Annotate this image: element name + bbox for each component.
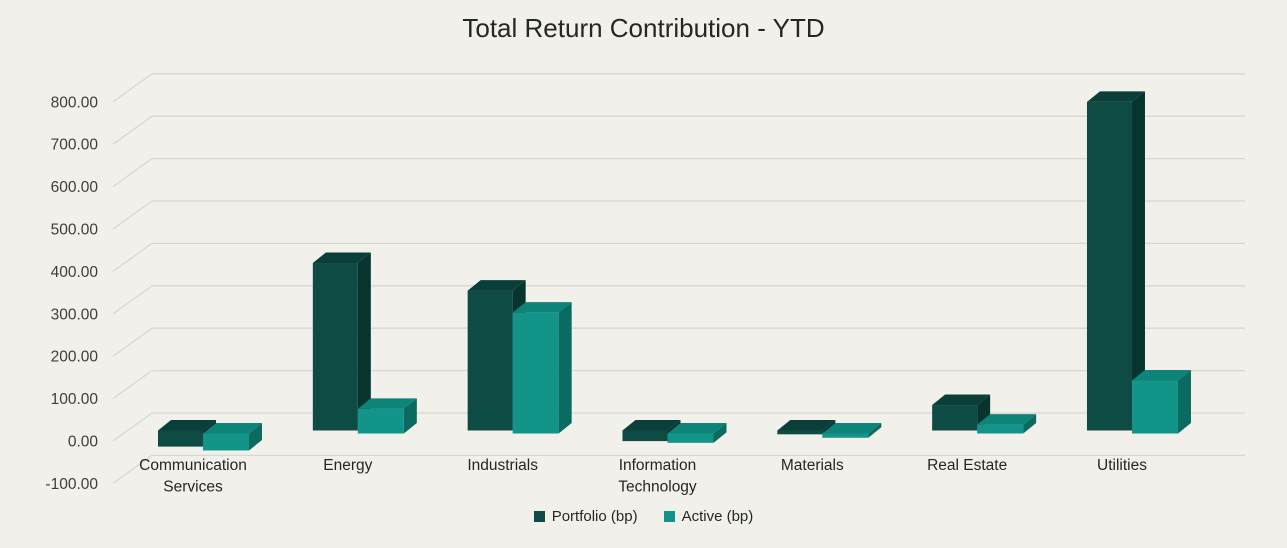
bar-portfolio-bp--information-technology-top-face <box>622 420 681 431</box>
category-label-energy: Energy <box>323 457 372 474</box>
bar-portfolio-bp--communication-services-front-face <box>158 430 203 447</box>
legend-label-portfolio-bp-: Portfolio (bp) <box>551 508 638 525</box>
category-label-communication-services: Services <box>163 479 223 496</box>
y-axis-tick-label: 100.00 <box>51 391 99 408</box>
bar-portfolio-bp--energy-top-face <box>312 252 371 264</box>
bar-active-bp--materials-side-face <box>868 423 882 438</box>
category-label-industrials: Industrials <box>467 457 538 474</box>
bar-active-bp--industrials-side-face <box>558 302 572 434</box>
category-label-utilities: Utilities <box>1097 457 1147 474</box>
gridline-depth-connector <box>112 158 153 188</box>
y-axis-tick-label: 400.00 <box>51 264 99 281</box>
bar-portfolio-bp--energy-front-face <box>312 263 358 431</box>
category-label-materials: Materials <box>781 457 844 474</box>
gridline-depth-connector <box>112 115 153 145</box>
bar-portfolio-bp--materials-top-face <box>777 420 836 431</box>
gridline-depth-connector <box>112 200 153 230</box>
bar-active-bp--real-estate-front-face <box>977 424 1024 434</box>
bar-active-bp--industrials-front-face <box>512 312 559 434</box>
bar-portfolio-bp--utilities-side-face <box>1131 91 1145 431</box>
gridline-depth-connector <box>112 370 153 400</box>
y-axis-tick-label: 700.00 <box>51 137 99 154</box>
bar-active-bp--energy-top-face <box>357 398 417 409</box>
bar-active-bp--communication-services-front-face <box>203 433 249 451</box>
bar-active-bp--materials-top-face <box>822 423 882 434</box>
gridline-depth-connector <box>112 412 153 442</box>
bar-active-bp--information-technology-top-face <box>667 423 727 434</box>
chart-title: Total Return Contribution - YTD <box>462 13 825 43</box>
gridline-depth-connector <box>112 285 153 315</box>
bar-active-bp--information-technology-side-face <box>713 423 727 443</box>
bar-portfolio-bp--real-estate-top-face <box>932 394 991 406</box>
category-label-information-technology: Information <box>619 457 697 474</box>
bar-portfolio-bp--energy-side-face <box>357 252 371 431</box>
legend-item-portfolio-bp-: Portfolio (bp) <box>533 508 638 525</box>
y-axis-tick-label: 0.00 <box>68 434 99 451</box>
y-axis-tick-label: 600.00 <box>51 179 99 196</box>
bar-active-bp--real-estate-side-face <box>1023 414 1037 434</box>
y-axis-tick-label: 500.00 <box>51 222 99 239</box>
bar-active-bp--utilities-front-face <box>1131 380 1178 434</box>
bar-portfolio-bp--utilities-top-face <box>1086 91 1145 102</box>
bar-active-bp--materials-front-face <box>822 433 869 438</box>
bar-portfolio-bp--industrials-top-face <box>467 280 526 291</box>
bar-active-bp--communication-services-side-face <box>249 423 262 451</box>
y-axis-tick-label: -100.00 <box>45 476 98 493</box>
bar-active-bp--information-technology-front-face <box>667 433 714 443</box>
legend-label-active-bp-: Active (bp) <box>681 508 754 525</box>
gridline-depth-connector <box>112 73 153 103</box>
y-axis-tick-label: 800.00 <box>51 94 99 111</box>
bar-active-bp--energy-side-face <box>403 398 417 434</box>
bar-portfolio-bp--real-estate-front-face <box>932 405 978 431</box>
bar-active-bp--real-estate-top-face <box>977 414 1037 425</box>
bar-portfolio-bp--utilities-front-face <box>1086 101 1132 431</box>
category-label-communication-services: Communication <box>139 457 247 474</box>
bar-active-bp--utilities-top-face <box>1131 370 1191 381</box>
bar-portfolio-bp--communication-services-top-face <box>158 420 216 431</box>
bar-active-bp--communication-services-top-face <box>203 423 262 434</box>
y-axis-tick-label: 200.00 <box>51 349 99 366</box>
gridline-depth-connector <box>112 327 153 357</box>
category-label-real-estate: Real Estate <box>927 457 1007 474</box>
legend-swatch-active-bp- <box>663 511 675 522</box>
bar-portfolio-bp--information-technology-front-face <box>622 430 668 442</box>
gridline-depth-connector <box>112 454 153 484</box>
category-label-information-technology: Technology <box>618 479 697 496</box>
bar-portfolio-bp--industrials-front-face <box>467 290 513 431</box>
bar-portfolio-bp--materials-front-face <box>777 430 823 435</box>
bar-active-bp--energy-front-face <box>357 408 404 434</box>
chart-legend: Portfolio (bp) Active (bp) <box>0 508 1287 525</box>
y-axis-tick-label: 300.00 <box>51 306 99 323</box>
legend-item-active-bp-: Active (bp) <box>663 508 754 525</box>
bar-portfolio-bp--materials-side-face <box>822 420 836 435</box>
legend-swatch-portfolio-bp- <box>533 511 545 522</box>
gridline-depth-connector <box>112 242 153 272</box>
bar-active-bp--industrials-top-face <box>512 302 572 313</box>
bar-active-bp--utilities-side-face <box>1177 370 1191 434</box>
